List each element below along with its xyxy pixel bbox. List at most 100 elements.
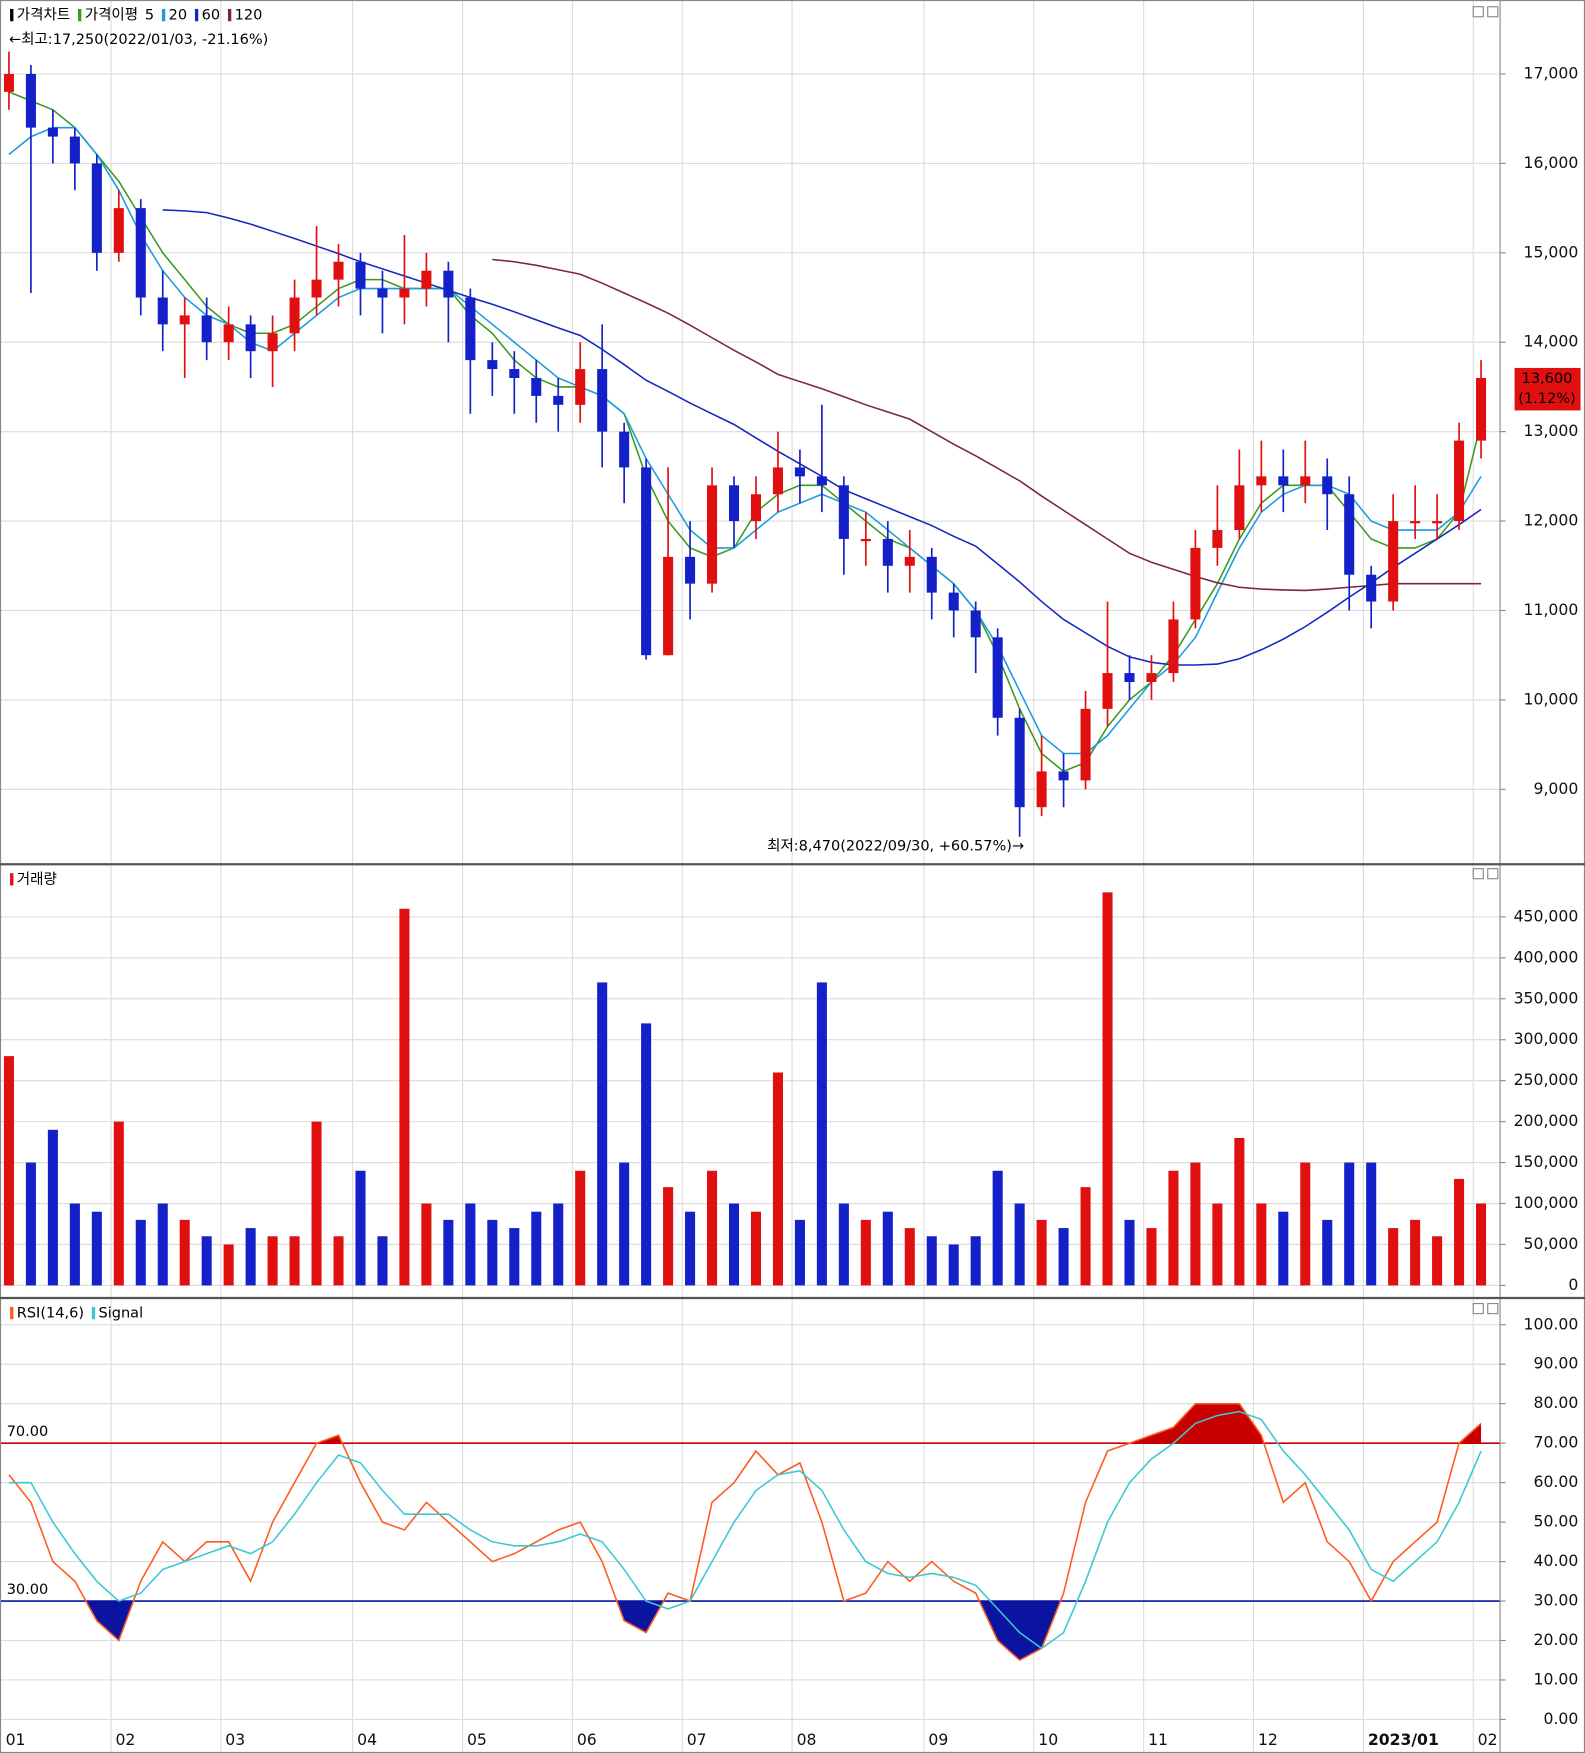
window-button[interactable] [1487,1303,1499,1315]
y-tick-label: 40.00 [1534,1551,1579,1570]
y-tick-label: 90.00 [1534,1354,1579,1373]
candle-body [663,556,674,656]
candle-body [553,395,564,405]
volume-bar [926,1236,937,1286]
window-button[interactable] [1472,868,1484,880]
y-tick-label: 10.00 [1534,1669,1579,1688]
legend-text: 60 [202,8,220,24]
legend-text: 20 [169,8,187,24]
candle-body [267,333,278,352]
legend-text: Signal [99,1306,144,1322]
indicator-line [8,1402,1482,1662]
y-tick-label: 11,000 [1524,600,1579,619]
candle-body [333,261,344,280]
y-tick-label: 0.00 [1543,1709,1578,1728]
volume-bar [399,908,410,1286]
x-tick-label: 12 [1258,1730,1278,1749]
x-tick-label: 04 [357,1730,377,1749]
y-tick-label: 450,000 [1514,906,1579,925]
candle-body [223,324,234,343]
volume-bar [355,1170,366,1286]
x-tick-label: 01 [6,1730,26,1749]
volume-bar [1366,1162,1377,1286]
candle-body [487,360,498,370]
y-tick-label: 15,000 [1524,242,1579,261]
volume-bar [443,1219,454,1286]
volume-bar [1454,1178,1465,1286]
volume-bar [685,1211,696,1286]
candle-body [1036,771,1047,808]
window-button[interactable] [1487,6,1499,18]
candle-body [860,538,871,542]
volume-bar [113,1121,124,1286]
volume-bar [597,982,608,1286]
volume-bar [465,1203,476,1286]
x-tick-label: 06 [577,1730,597,1749]
candle-body [201,315,212,343]
window-button[interactable] [1487,868,1499,880]
volume-bar [663,1187,674,1286]
volume-bar [992,1170,1003,1286]
candle-body [1014,717,1025,808]
x-tick-label: 05 [467,1730,487,1749]
volume-bar [1190,1162,1201,1286]
window-button[interactable] [1472,6,1484,18]
volume-bar [882,1211,893,1286]
y-tick-label: 30.00 [1534,1591,1579,1610]
candle-body [707,485,718,584]
volume-bar [135,1219,146,1286]
volume-bar [641,1023,652,1286]
last-price-label: 13,600 [1522,371,1573,387]
candle-body [750,494,762,522]
candle-body [794,467,805,477]
candle-body [1366,574,1377,602]
legend-marker [10,8,14,22]
legend-marker [10,1306,14,1320]
volume-bar [47,1129,58,1286]
y-tick-label: 9,000 [1534,779,1579,798]
candle-body [970,610,981,638]
candle-body [641,467,652,656]
y-tick-label: 10,000 [1524,689,1579,708]
volume-bar [707,1170,718,1286]
y-tick-label: 100,000 [1514,1193,1579,1212]
volume-bar [948,1244,959,1286]
candle-body [25,73,36,128]
volume-bar [1058,1228,1069,1286]
window-button[interactable] [1472,1303,1484,1315]
y-tick-label: 150,000 [1514,1152,1579,1171]
candle-body [421,270,432,289]
volume-bar [91,1211,102,1286]
legend-marker [227,8,232,22]
volume-bar [1476,1203,1487,1286]
volume-bar [1102,892,1113,1286]
candle-body [1124,673,1135,683]
x-tick-label: 02 [1478,1730,1498,1749]
candle-body [1388,521,1399,602]
legend-text: RSI(14,6) [17,1306,84,1322]
volume-bar [3,1056,14,1286]
volume-bar [1278,1211,1289,1286]
candle-body [685,556,696,584]
volume-bar [69,1203,80,1286]
y-tick-label: 300,000 [1514,1029,1579,1048]
candle-body [1058,771,1069,781]
x-tick-label: 10 [1038,1730,1058,1749]
legend-marker [10,873,14,886]
legend-text: 거래량 [17,871,57,888]
candle-body [904,556,915,566]
last-change-label: (1.12%) [1518,391,1575,407]
x-tick-label: 09 [928,1730,948,1749]
volume-bar [1256,1203,1267,1286]
volume-bar [531,1211,542,1286]
volume-bar [421,1203,432,1286]
candle-body [157,297,168,325]
volume-bar [575,1170,586,1286]
volume-bar [333,1236,344,1286]
volume-bar [1322,1219,1333,1286]
volume-bar [838,1203,849,1286]
x-tick-label: 07 [687,1730,707,1749]
legend-marker [78,8,82,22]
